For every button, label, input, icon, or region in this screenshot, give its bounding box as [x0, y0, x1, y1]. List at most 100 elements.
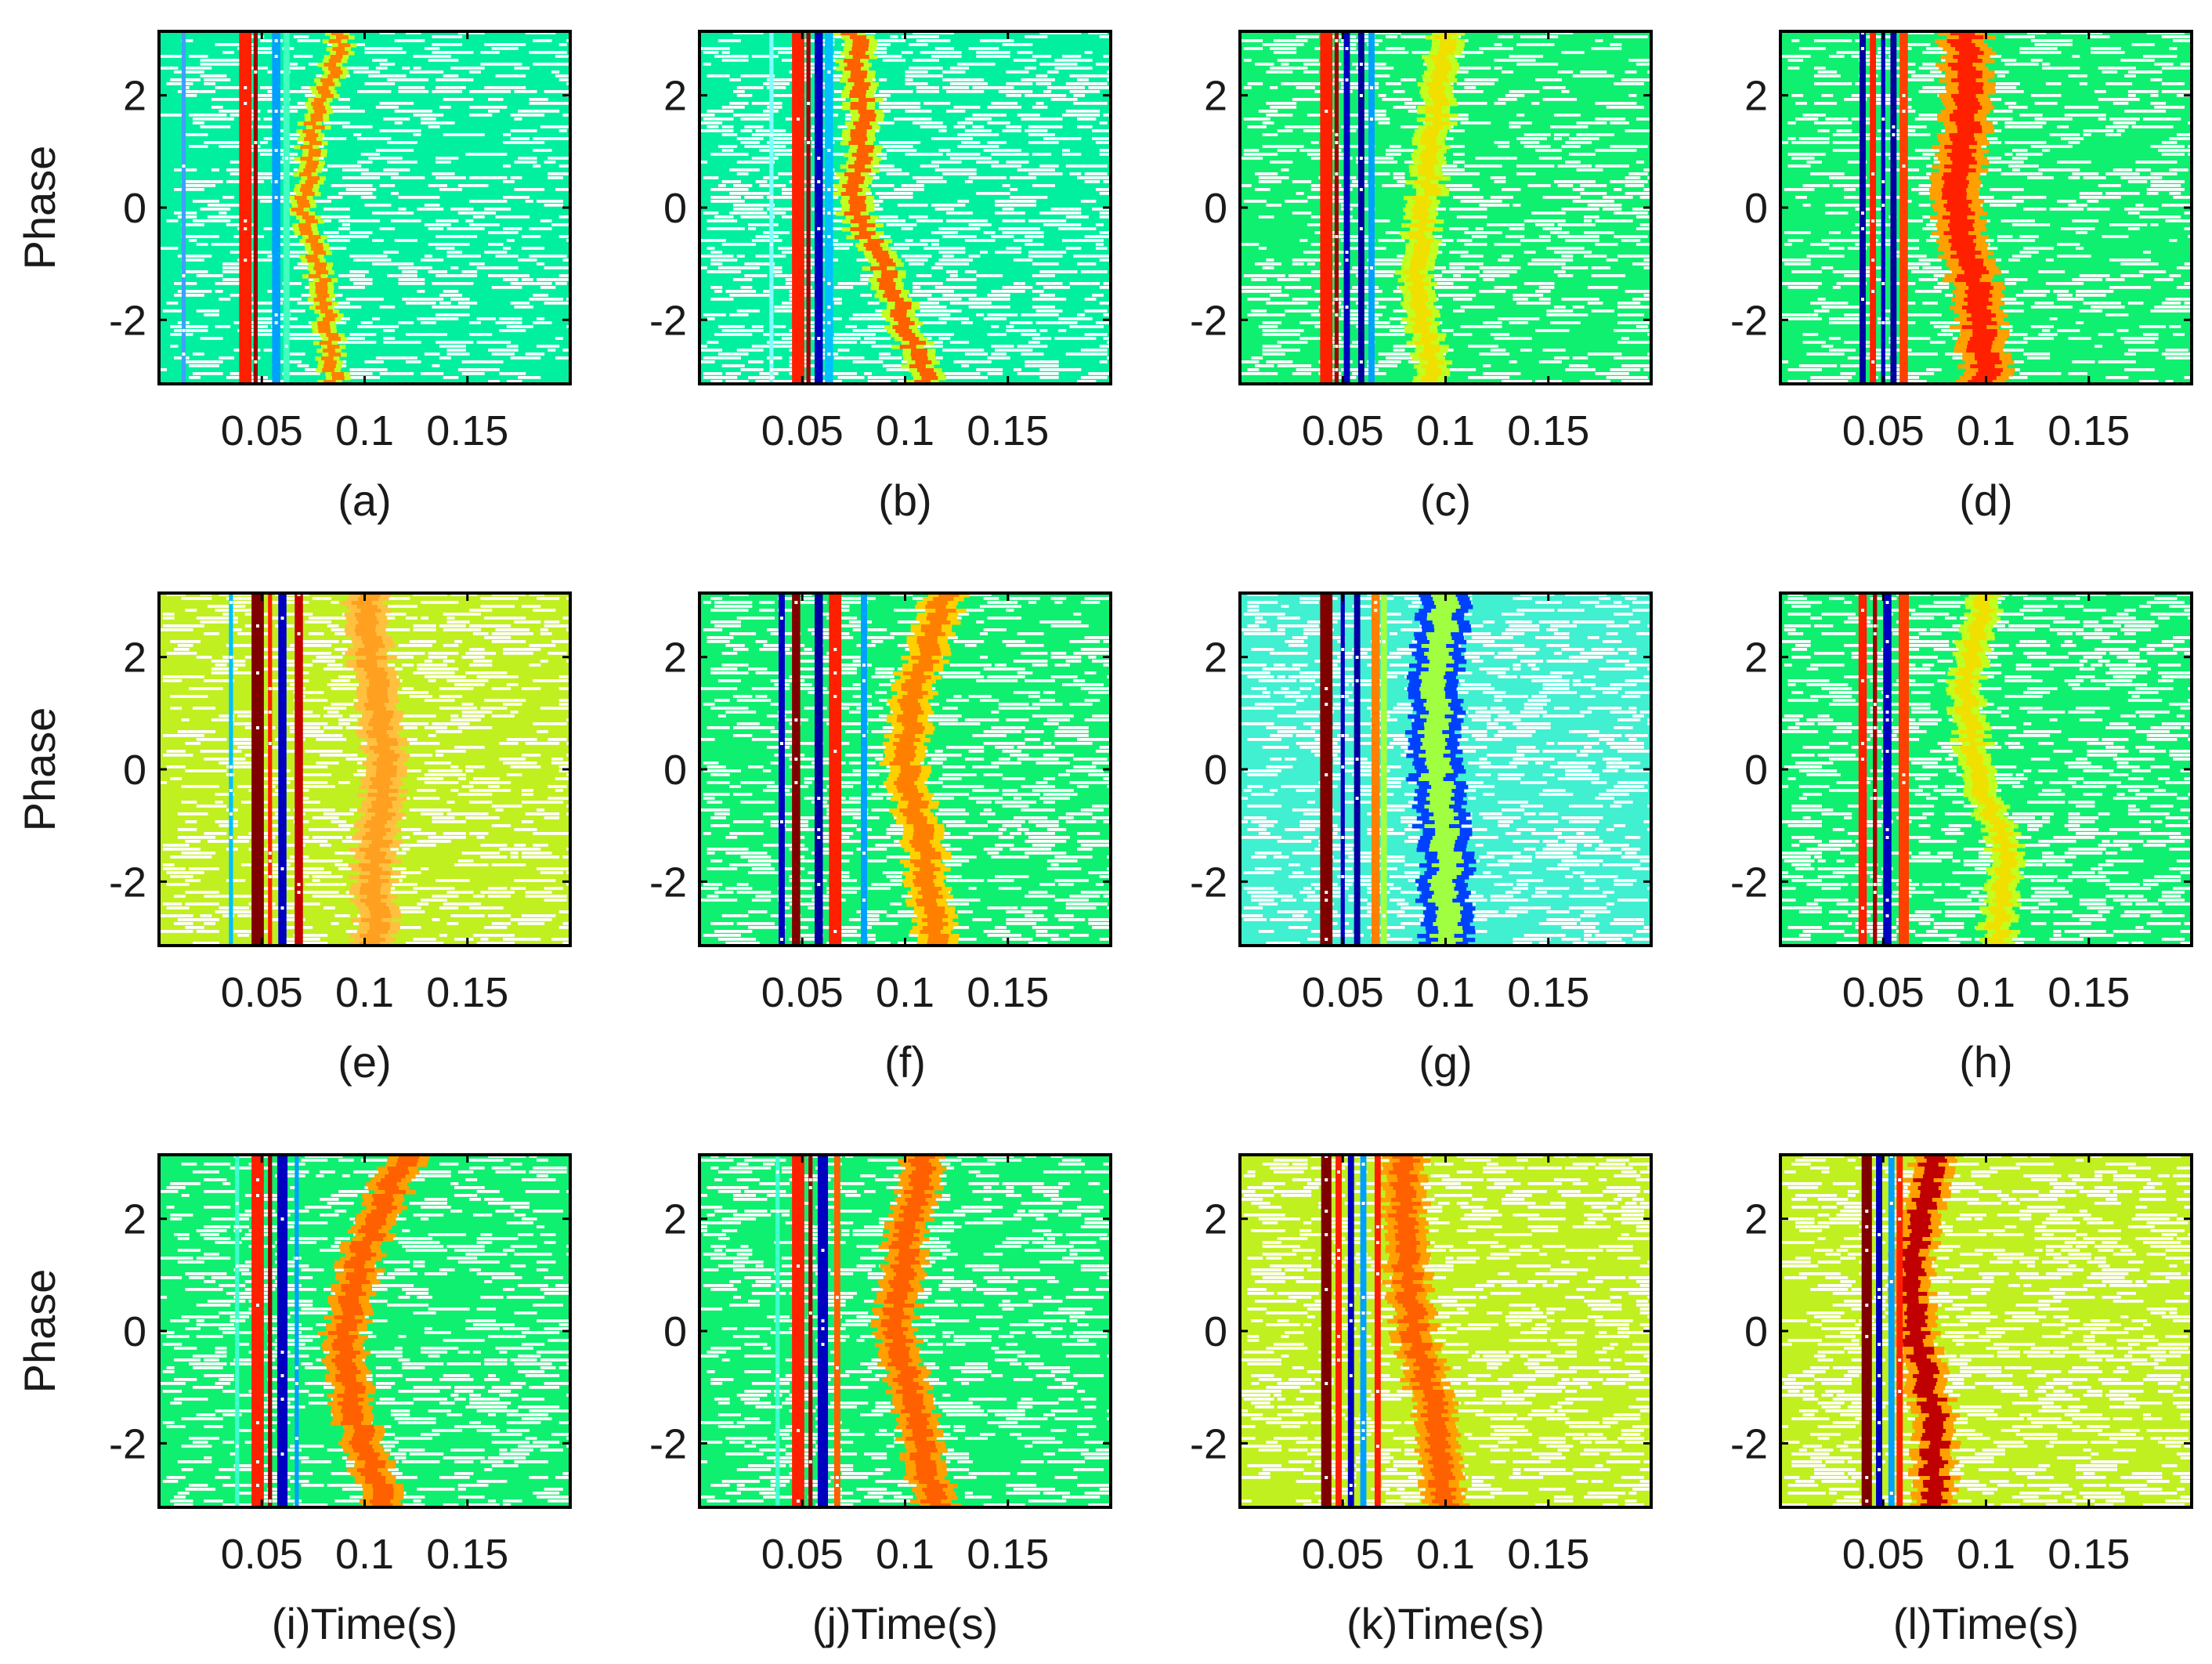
heatmap-cell — [1899, 313, 1942, 317]
ridge-cell — [323, 349, 335, 353]
ridge-cell — [850, 106, 867, 110]
ridge-cell — [1425, 118, 1442, 122]
heatmap-cell — [544, 204, 563, 207]
heatmap-cell — [1502, 255, 1513, 258]
heatmap-cell — [841, 934, 876, 937]
heatmap-cell — [540, 660, 548, 663]
heatmap-cell — [964, 129, 992, 132]
y-axis-label: Phase — [15, 146, 64, 270]
heatmap-cell — [1408, 605, 1420, 608]
heatmap-cell — [1277, 129, 1293, 132]
heatmap-cell — [766, 628, 779, 631]
heatmap-cell — [1389, 329, 1420, 332]
heatmap-cell — [1434, 184, 1473, 187]
heatmap-cell — [491, 714, 515, 718]
heatmap-cell — [521, 687, 541, 690]
heatmap-cell — [439, 906, 459, 910]
heatmap-cell — [170, 875, 193, 878]
heatmap-cell — [968, 695, 992, 698]
ridge-cell — [851, 71, 868, 75]
heatmap-cell — [1829, 321, 1871, 324]
heatmap-cell — [1513, 204, 1521, 207]
heatmap-cell — [2142, 333, 2159, 336]
heatmap-cell — [1036, 824, 1059, 827]
ridge-cell — [1977, 360, 2002, 365]
x-tick-label: 0.05 — [1842, 407, 1925, 454]
heatmap-cell — [1580, 652, 1618, 655]
heatmap-cell — [714, 699, 730, 702]
heatmap-cell — [822, 372, 857, 375]
heatmap-cell — [1345, 306, 1349, 309]
heatmap-cell — [521, 820, 533, 823]
heatmap-cell — [278, 750, 302, 753]
ridge-cell — [1958, 82, 1984, 87]
heatmap-cell — [759, 601, 775, 604]
heatmap-cell — [1780, 141, 1789, 144]
heatmap-cell — [1043, 742, 1052, 745]
heatmap-cell — [2105, 313, 2129, 317]
heatmap-cell — [177, 828, 197, 831]
heatmap-cell — [1099, 746, 1134, 749]
heatmap-cell — [1382, 675, 1397, 678]
ridge-cell — [1419, 219, 1436, 224]
band-3 — [1890, 31, 1897, 384]
heatmap-cell — [1929, 235, 1942, 238]
heatmap-cell — [830, 239, 839, 242]
heatmap-cell — [1810, 376, 1852, 379]
heatmap-cell — [1270, 758, 1281, 761]
heatmap-cell — [740, 781, 775, 784]
heatmap-cell — [942, 765, 966, 769]
heatmap-cell — [1911, 74, 1954, 78]
heatmap-cell — [1092, 926, 1134, 929]
heatmap-cell — [983, 667, 1025, 671]
heatmap-cell — [1069, 934, 1089, 937]
heatmap-cell — [1464, 86, 1476, 89]
heatmap-cell — [1255, 63, 1274, 66]
ridge-cell — [1978, 368, 2003, 373]
heatmap-cell — [1639, 711, 1678, 714]
heatmap-cell — [495, 215, 530, 219]
ridge-cell — [370, 801, 392, 805]
ridge-cell — [1943, 184, 1968, 189]
heatmap-cell — [732, 184, 753, 187]
heatmap-cell — [196, 656, 212, 659]
heatmap-cell — [987, 121, 1010, 125]
heatmap-cell — [1393, 345, 1435, 348]
heatmap-cell — [714, 290, 723, 293]
ridge-cell — [1972, 376, 1997, 381]
heatmap-cell — [432, 43, 463, 46]
heatmap-cell — [1614, 82, 1644, 85]
heatmap-cell — [1240, 671, 1270, 675]
heatmap-cell — [1054, 899, 1089, 902]
heatmap-cell — [1836, 129, 1852, 132]
heatmap-cell — [2169, 239, 2178, 242]
heatmap-cell — [729, 832, 764, 835]
ridge-cell — [1964, 290, 1990, 295]
heatmap-cell — [976, 161, 999, 164]
heatmap-cell — [280, 906, 284, 910]
heatmap-cell — [897, 620, 932, 624]
heatmap-cell — [286, 914, 298, 917]
heatmap-cell — [428, 734, 436, 737]
heatmap-cell — [432, 90, 463, 93]
heatmap-cell — [450, 266, 459, 269]
heatmap-cell — [533, 844, 548, 847]
heatmap-cell — [375, 67, 388, 70]
heatmap-cell — [162, 309, 186, 313]
heatmap-cell — [837, 801, 861, 804]
heatmap-cell — [271, 679, 309, 682]
heatmap-cell — [211, 660, 246, 663]
heatmap-cell — [983, 848, 1003, 851]
heatmap-cell — [875, 671, 909, 675]
ridge-cell — [1427, 360, 1444, 365]
heatmap-cell — [436, 879, 470, 882]
heatmap-cell — [1531, 667, 1540, 671]
heatmap-cell — [1851, 55, 1886, 58]
ridge-cell — [901, 687, 922, 692]
heatmap-cell — [1907, 63, 1916, 66]
heatmap-cell — [1553, 270, 1566, 273]
heatmap-cell — [957, 63, 996, 66]
heatmap-cell — [998, 758, 1010, 761]
heatmap-cell — [364, 51, 407, 54]
ridge-cell — [900, 797, 922, 801]
